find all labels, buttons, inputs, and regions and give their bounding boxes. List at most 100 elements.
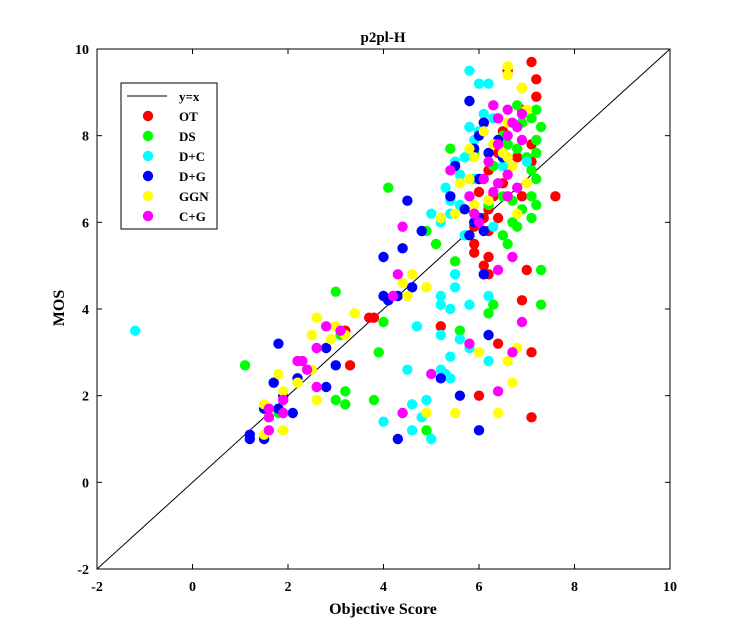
data-point bbox=[464, 95, 475, 107]
data-point bbox=[406, 269, 418, 280]
data-point bbox=[311, 312, 322, 323]
data-point bbox=[512, 100, 523, 111]
data-point bbox=[330, 286, 341, 297]
chart-title: p2pl-H bbox=[360, 30, 405, 46]
x-tick-label: 2 bbox=[285, 580, 292, 595]
data-point bbox=[502, 191, 513, 202]
data-point bbox=[512, 152, 523, 163]
data-point bbox=[469, 199, 480, 211]
data-point bbox=[492, 178, 504, 189]
data-point bbox=[445, 303, 456, 315]
data-point bbox=[492, 212, 504, 224]
data-point bbox=[502, 152, 513, 163]
data-point bbox=[445, 351, 456, 362]
data-point bbox=[278, 394, 289, 406]
data-point bbox=[535, 299, 547, 310]
data-point bbox=[273, 338, 284, 349]
data-point bbox=[502, 104, 513, 115]
data-point bbox=[521, 156, 532, 167]
data-point bbox=[244, 433, 255, 445]
data-point bbox=[449, 282, 461, 293]
data-point bbox=[473, 390, 485, 401]
data-point bbox=[263, 412, 275, 423]
data-point bbox=[378, 251, 389, 263]
data-point bbox=[445, 165, 456, 176]
legend-label: GGN bbox=[179, 189, 209, 204]
data-point bbox=[454, 178, 466, 189]
data-point bbox=[435, 321, 446, 332]
data-point bbox=[464, 338, 475, 349]
data-point bbox=[421, 394, 432, 406]
data-point bbox=[492, 264, 504, 276]
data-point bbox=[449, 256, 461, 267]
data-point bbox=[531, 74, 542, 85]
legend-marker bbox=[142, 110, 154, 122]
data-point bbox=[421, 407, 432, 419]
data-point bbox=[325, 334, 337, 345]
data-point bbox=[531, 134, 542, 146]
data-point bbox=[397, 277, 408, 289]
x-tick-label: 4 bbox=[380, 580, 387, 595]
data-point bbox=[483, 355, 494, 367]
data-points bbox=[96, 48, 671, 570]
data-point bbox=[483, 147, 494, 159]
data-point bbox=[426, 208, 437, 219]
data-point bbox=[516, 108, 528, 120]
data-point bbox=[469, 208, 480, 219]
legend-marker bbox=[142, 210, 154, 222]
data-point bbox=[378, 416, 389, 427]
legend-box bbox=[120, 82, 218, 230]
data-point bbox=[273, 368, 284, 380]
data-point bbox=[430, 238, 442, 250]
data-point bbox=[526, 165, 537, 176]
data-point bbox=[478, 269, 489, 280]
data-point bbox=[392, 269, 404, 280]
data-point bbox=[512, 143, 523, 154]
data-point bbox=[445, 191, 456, 202]
y-axis-title: MOS bbox=[51, 290, 68, 327]
data-point bbox=[502, 69, 513, 81]
data-point bbox=[449, 269, 461, 280]
data-point bbox=[488, 299, 499, 310]
data-point bbox=[311, 394, 322, 406]
data-point bbox=[287, 407, 298, 419]
data-point bbox=[502, 355, 513, 367]
data-point bbox=[483, 251, 494, 263]
data-point bbox=[478, 225, 489, 237]
data-point bbox=[402, 364, 413, 375]
x-axis-title: Objective Score bbox=[329, 601, 437, 618]
data-point bbox=[502, 238, 513, 250]
y-tick-label: 10 bbox=[75, 43, 89, 58]
data-point bbox=[478, 117, 489, 128]
data-point bbox=[473, 186, 485, 198]
data-point bbox=[473, 347, 485, 358]
legend-label: D+G bbox=[179, 169, 206, 184]
data-point bbox=[464, 191, 475, 202]
data-point bbox=[378, 290, 389, 302]
data-point bbox=[278, 386, 289, 397]
data-point bbox=[531, 91, 542, 102]
data-point bbox=[469, 238, 480, 250]
data-point bbox=[239, 360, 251, 371]
data-point bbox=[349, 308, 361, 319]
data-point bbox=[464, 143, 475, 154]
data-point bbox=[426, 433, 437, 445]
data-point bbox=[278, 407, 289, 419]
data-point bbox=[526, 412, 537, 423]
data-point bbox=[397, 407, 408, 419]
data-point bbox=[526, 191, 537, 202]
data-point bbox=[464, 299, 475, 310]
data-point bbox=[492, 139, 504, 150]
data-point bbox=[344, 360, 356, 371]
legend-marker bbox=[142, 150, 154, 162]
legend: y=x OT DS D+C D+G GGN C+G bbox=[120, 82, 218, 230]
data-point bbox=[521, 264, 532, 276]
data-point bbox=[492, 407, 504, 419]
data-point bbox=[426, 368, 437, 380]
data-point bbox=[387, 290, 399, 302]
data-point bbox=[512, 208, 523, 219]
data-point bbox=[292, 355, 303, 367]
data-point bbox=[321, 321, 332, 332]
data-point bbox=[383, 182, 394, 193]
data-point bbox=[502, 61, 513, 72]
